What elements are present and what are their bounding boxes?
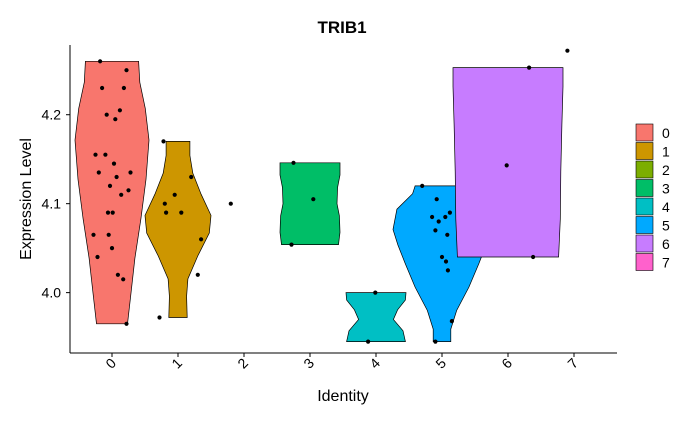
point-0-14 [121,85,126,91]
legend-label-2: 2 [662,162,670,178]
point-5-1 [434,197,439,202]
point-5-2 [430,214,435,220]
point-5-4 [443,214,448,220]
point-1-6 [189,174,194,180]
x-tick-label-4: 4 [366,355,383,372]
point-1-3 [164,210,169,215]
point-3-1 [291,160,296,165]
point-0-23 [121,277,126,282]
legend-label-5: 5 [662,218,670,234]
legend-label-4: 4 [662,199,670,215]
y-ticks: 4.0 4.1 4.2 [42,107,70,301]
point-1-1 [161,139,166,144]
point-0-24 [124,321,129,326]
point-1-8 [195,272,200,277]
x-ticks: 0 1 2 3 4 5 6 7 [102,353,581,372]
point-layer [91,48,570,344]
y-axis-title: Expression Level [18,138,35,260]
point-5-10 [445,268,450,273]
legend-label-6: 6 [662,236,670,252]
legend-label-0: 0 [662,125,670,141]
point-5-9 [443,259,449,264]
point-0-11 [107,183,113,188]
x-axis-title: Identity [317,388,369,405]
axes [69,45,617,354]
point-0-4 [95,254,100,260]
x-tick-label-5: 5 [432,355,449,372]
point-0-21 [106,232,111,237]
legend-key-2 [635,160,654,179]
legend: 0 1 2 3 4 5 6 7 [635,123,670,271]
point-5-0 [420,183,425,188]
point-0-19 [110,210,115,215]
x-tick-label-0: 0 [102,355,119,372]
point-5-5 [447,210,452,215]
violin-0 [74,60,150,325]
legend-key-3 [635,179,654,197]
legend-key-4 [635,197,654,216]
point-0-6 [104,112,109,117]
violin-1 [144,141,212,318]
violin-3 [279,162,341,245]
point-5-6 [433,228,438,233]
point-0-15 [124,68,129,73]
point-0-22 [109,246,115,251]
point-5-12 [433,339,438,344]
x-tick-label-1: 1 [168,355,185,372]
point-0-8 [113,117,118,122]
point-1-2 [162,201,167,206]
x-tick-label-6: 6 [498,355,515,372]
point-0-2 [93,152,98,157]
point-5-8 [439,254,445,260]
point-0-18 [105,210,111,215]
point-0-9 [117,108,122,113]
x-tick-label-2: 2 [234,355,251,372]
point-1-0 [157,315,162,320]
point-3-2 [311,197,316,202]
point-0-1 [96,170,101,175]
point-0-3 [100,85,105,91]
legend-label-7: 7 [662,255,670,271]
point-6-2 [531,254,536,260]
point-0-5 [98,59,103,64]
legend-label-3: 3 [662,181,670,197]
y-tick-label-4.2: 4.2 [42,107,62,123]
point-1-7 [199,237,204,242]
point-6-0 [527,65,532,70]
chart-title: TRIB1 [317,18,366,37]
x-tick-label-7: 7 [564,355,581,372]
point-5-11 [449,319,454,324]
x-tick-label-3: 3 [300,355,317,372]
y-tick-label-4.0: 4.0 [42,285,62,301]
point-0-17 [128,170,133,175]
point-0-12 [114,174,119,180]
point-2-0 [228,201,233,206]
point-0-0 [91,232,96,237]
point-6-1 [504,163,509,168]
point-0-13 [119,192,124,197]
point-0-10 [111,161,117,166]
legend-key-5 [635,216,654,234]
legend-key-0 [635,123,654,142]
point-4-0 [366,339,371,344]
violin-6 [452,67,564,258]
legend-key-6 [635,234,654,253]
point-3-0 [289,242,294,247]
point-0-20 [115,272,120,277]
violin-layer [74,60,564,342]
legend-key-7 [635,253,654,271]
point-7-0 [565,48,570,53]
legend-label-1: 1 [662,144,670,160]
legend-key-1 [635,142,654,160]
point-4-1 [373,290,378,295]
point-0-16 [126,188,131,193]
point-5-3 [436,219,441,224]
y-tick-label-4.1: 4.1 [42,196,62,212]
point-5-7 [445,232,450,237]
point-1-4 [172,192,177,197]
point-0-7 [103,152,108,157]
violin-4 [345,292,407,342]
point-1-5 [179,210,184,215]
